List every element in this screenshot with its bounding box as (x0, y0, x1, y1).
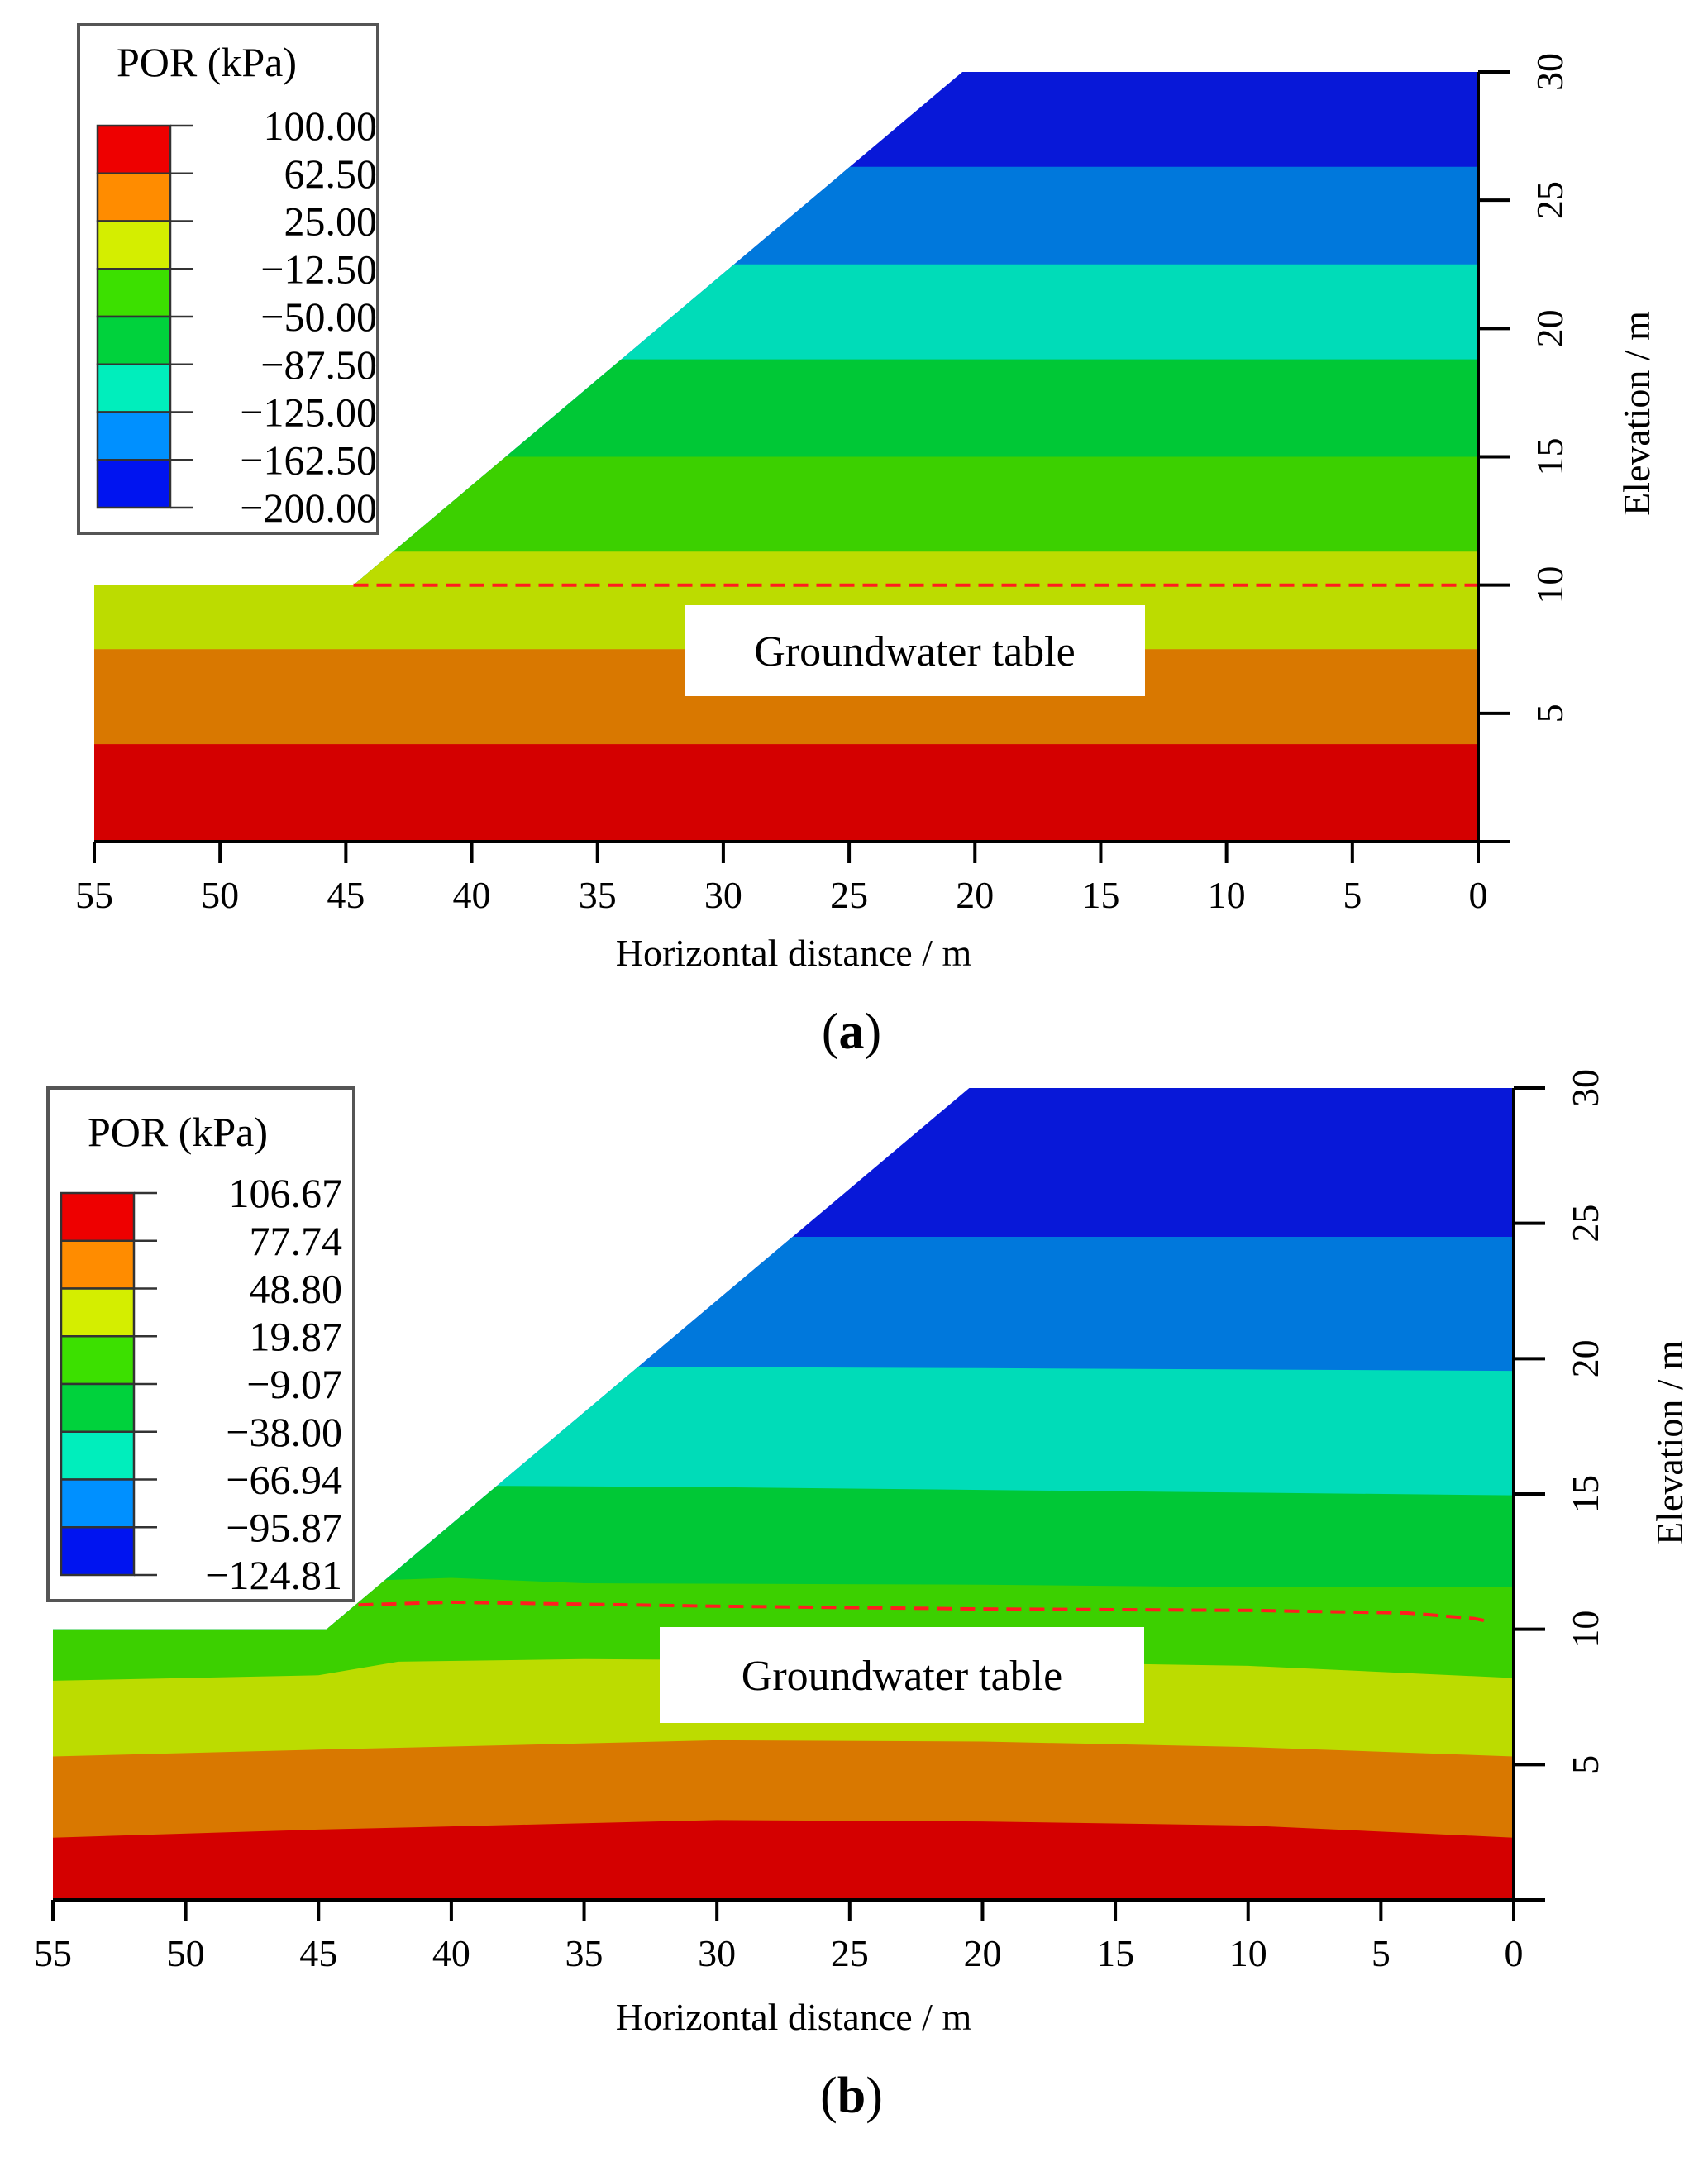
legend-value: 77.74 (250, 1218, 343, 1264)
x-tick-label: 25 (830, 874, 868, 916)
x-tick-label: 50 (167, 1932, 205, 1974)
legend-value: −200.00 (240, 484, 377, 531)
legend-value: −162.50 (240, 437, 377, 483)
y-tick-label: 25 (1529, 181, 1571, 219)
x-tick-label: 45 (327, 874, 365, 916)
y-axis-label-a: Elevation / m (1615, 311, 1658, 516)
legend-value: −12.50 (260, 246, 377, 292)
legend-title: POR (kPa) (88, 1109, 268, 1155)
legend-value: −38.00 (226, 1409, 342, 1455)
x-tick-label: 10 (1208, 874, 1246, 916)
annotation-text: Groundwater table (754, 628, 1075, 675)
x-tick-label: 55 (75, 874, 113, 916)
legend-swatch (60, 1526, 136, 1577)
annotation-box (660, 1627, 1144, 1723)
legend-swatch (60, 1287, 136, 1338)
legend-swatch (60, 1478, 136, 1529)
legend-swatch (60, 1239, 136, 1290)
y-tick-label: 20 (1564, 1339, 1606, 1377)
x-axis-label-b: Horizontal distance / m (616, 1996, 972, 2038)
panel-label-a: (a) (822, 1004, 881, 1060)
legend-swatch (60, 1335, 136, 1386)
contour-band (53, 1820, 1514, 1900)
legend-value: −125.00 (240, 389, 377, 436)
legend-value: −87.50 (260, 341, 377, 388)
x-tick-label: 0 (1469, 874, 1488, 916)
panel-label-b: (b) (820, 2068, 883, 2124)
y-tick-label: 10 (1529, 566, 1571, 604)
x-tick-label: 55 (34, 1932, 72, 1974)
annotation-box (685, 605, 1145, 696)
legend-title: POR (kPa) (117, 39, 297, 85)
y-axis-label-b: Elevation / m (1648, 1340, 1691, 1545)
x-tick-label: 15 (1096, 1932, 1134, 1974)
y-tick-label: 5 (1564, 1755, 1606, 1774)
legend-value: −124.81 (205, 1552, 342, 1598)
x-tick-label: 30 (698, 1932, 736, 1974)
annotation-b: Groundwater table (660, 1627, 1144, 1723)
legend-swatch (60, 1382, 136, 1433)
x-tick-label: 30 (704, 874, 742, 916)
legend-swatch (60, 1430, 136, 1481)
legend-value: 100.00 (264, 103, 378, 149)
y-tick-label: 30 (1529, 53, 1571, 91)
y-tick-label: 25 (1564, 1205, 1606, 1243)
x-tick-label: 5 (1372, 1932, 1391, 1974)
legend-b: POR (kPa) 106.6777.7448.8019.87−9.07−38.0… (46, 1086, 355, 1602)
x-axis-label-a: Horizontal distance / m (616, 932, 972, 974)
legend-value: −66.94 (226, 1457, 342, 1503)
x-tick-label: 35 (565, 1932, 604, 1974)
legend-swatch (96, 411, 172, 461)
x-tick-label: 50 (201, 874, 239, 916)
legend-value: −95.87 (226, 1504, 342, 1550)
annotation-text: Groundwater table (742, 1653, 1062, 1700)
x-tick-label: 40 (432, 1932, 470, 1974)
y-tick-label: 15 (1564, 1475, 1606, 1513)
legend-swatch (96, 124, 172, 174)
y-tick-label: 20 (1529, 309, 1571, 347)
y-tick-label: 10 (1564, 1611, 1606, 1649)
legend-value: 106.67 (229, 1170, 343, 1216)
y-tick-label: 5 (1529, 704, 1571, 723)
x-tick-label: 40 (453, 874, 491, 916)
legend-swatch (96, 363, 172, 413)
x-tick-label: 35 (579, 874, 617, 916)
legend-value: 48.80 (250, 1266, 343, 1312)
x-tick-label: 10 (1229, 1932, 1267, 1974)
legend-value: 62.50 (284, 150, 378, 197)
legend-swatch (96, 459, 172, 509)
x-tick-label: 20 (963, 1932, 1001, 1974)
legend-swatch (60, 1191, 136, 1242)
y-tick-label: 15 (1529, 438, 1571, 476)
legend-value: −50.00 (260, 294, 377, 340)
legend-swatch (96, 315, 172, 365)
x-tick-label: 0 (1505, 1932, 1524, 1974)
annotation-a: Groundwater table (685, 605, 1145, 696)
contour-band (94, 744, 1478, 842)
x-tick-label: 45 (299, 1932, 337, 1974)
x-tick-label: 20 (956, 874, 994, 916)
x-tick-label: 25 (831, 1932, 869, 1974)
legend-value: 19.87 (250, 1313, 343, 1359)
y-tick-label: 30 (1564, 1069, 1606, 1107)
legend-a: POR (kPa) 100.0062.5025.00−12.50−50.00−87… (77, 23, 379, 535)
legend-value: −9.07 (246, 1361, 342, 1407)
x-tick-label: 15 (1081, 874, 1119, 916)
legend-value: 25.00 (284, 198, 378, 245)
x-tick-label: 5 (1343, 874, 1362, 916)
legend-swatch (96, 268, 172, 318)
legend-swatch (96, 172, 172, 222)
legend-swatch (96, 220, 172, 270)
